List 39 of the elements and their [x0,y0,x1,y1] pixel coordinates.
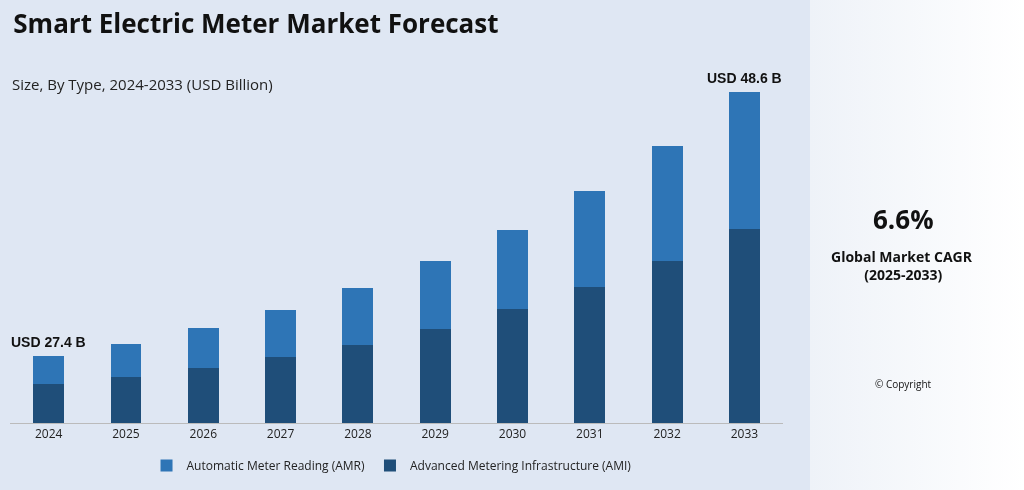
bar [110,376,142,423]
bar [574,191,606,288]
bar [342,344,374,423]
total-label: USD 27.4 B [11,334,86,350]
x-tick-label: 2031 [576,425,604,443]
x-tick-label: 2033 [730,425,759,443]
bar [33,356,65,385]
bar [110,343,142,377]
bar [728,228,760,423]
total-label: USD 48.6 B [707,70,782,86]
bar [187,367,219,423]
bar [265,357,297,423]
legend-label: Automatic Meter Reading (AMR) [186,457,365,475]
bar [497,309,528,423]
x-tick-label: 2027 [266,425,295,443]
text: Global Market CAGR (2025-2033) [831,247,976,285]
bar [651,261,683,423]
x-tick-label: 2029 [421,425,450,443]
bar [265,310,297,358]
bar [419,261,451,329]
x-tick-label: 2024 [34,425,63,443]
chart-title: Smart Electric Meter Market Forecast [13,4,499,41]
x-tick-label: 2030 [498,425,527,443]
text: 6.6% [873,201,934,237]
x-tick-label: 2025 [112,425,140,443]
x-tick-label: 2032 [653,425,681,443]
bar [728,91,760,229]
chart-subtitle: Size, By Type, 2024-2033 (USD Billion) [12,74,273,94]
bar [33,384,65,423]
x-tick-label: 2026 [189,425,218,443]
bar [419,328,451,423]
bar [342,288,374,345]
legend-label: Advanced Metering Infrastructure (AMI) [409,457,632,475]
bar [574,287,606,423]
text: © Copyright [875,377,932,391]
bar [497,229,528,310]
bar [187,327,219,368]
x-tick-label: 2028 [344,425,372,443]
bar [651,146,683,262]
